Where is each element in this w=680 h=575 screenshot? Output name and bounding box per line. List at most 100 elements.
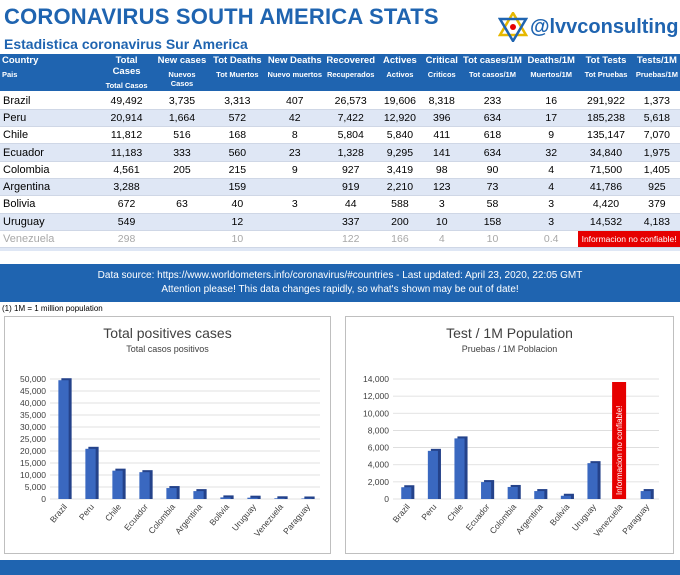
table-cell: 44 [324, 195, 378, 214]
chart-plot: 0 2,000 4,000 6,000 8,000 10,000 12,000 14,000 B… [363, 374, 659, 539]
source-banner: Data source: https://www.worldometers.in… [0, 264, 680, 302]
y-tick-label: 6,000 [368, 443, 390, 453]
column-header-sublabel: Pruebas/1M [635, 70, 678, 79]
unreliable-label: Informacion no confiable! [615, 406, 624, 495]
table-cell: 32 [524, 143, 579, 162]
column-header-label: Tests/1M [636, 55, 677, 66]
table-cell: 71,500 [578, 161, 634, 179]
table-cell: 572 [209, 109, 266, 128]
table-cell: 672 [98, 195, 155, 214]
source-line: Data source: https://www.worldometers.in… [97, 270, 583, 281]
table-cell: 516 [154, 126, 210, 145]
table-cell: 588 [377, 195, 423, 214]
table-cell: 298 [98, 230, 155, 249]
table-cell: 12 [209, 213, 266, 231]
y-tick-label: 35,000 [20, 410, 46, 420]
column-header-label: Critical [425, 55, 458, 66]
x-tick-label: Argentina [514, 502, 545, 537]
table-cell: 8 [265, 126, 325, 145]
bar [401, 487, 412, 499]
country-cell: Colombia [0, 161, 99, 179]
table-cell: 379 [633, 195, 680, 214]
x-tick-label: Peru [419, 502, 438, 522]
table-cell: 233 [460, 92, 525, 110]
table-cell: 1,664 [154, 109, 210, 128]
column-header: Critical Criticos [422, 54, 461, 93]
y-tick-label: 5,000 [25, 482, 47, 492]
table-cell: 11,183 [98, 143, 155, 162]
bar [166, 488, 177, 499]
x-tick-label: Brazil [48, 502, 69, 525]
table-cell: 5,804 [324, 126, 378, 145]
bar-side [250, 495, 261, 499]
country-cell: Bolivia [0, 195, 99, 214]
x-tick-label: Chile [445, 502, 465, 523]
table-cell: 73 [460, 178, 525, 197]
column-header-label: New Deaths [267, 55, 322, 66]
table-row: Bolivia 672 63 40 3 44 588 3 58 3 4,420 379 [0, 195, 680, 214]
table-cell: 1,975 [633, 143, 680, 162]
bar [534, 491, 545, 499]
table-cell: 42 [265, 109, 325, 128]
country-cell: Ecuador [0, 143, 99, 162]
bar [587, 463, 598, 499]
bar [247, 497, 258, 499]
table-cell: 17 [524, 109, 579, 128]
bar [112, 470, 123, 499]
table-cell: 9 [524, 126, 579, 145]
table-cell: 16 [524, 92, 579, 110]
table-cell: 1,328 [324, 143, 378, 162]
y-tick-label: 0 [41, 494, 46, 504]
table-cell: 122 [324, 230, 378, 249]
table-cell: 7,422 [324, 109, 378, 128]
table-cell: 4,561 [98, 161, 155, 179]
table-cell: 168 [209, 126, 266, 145]
table-cell: 10 [422, 213, 461, 231]
table-cell: 618 [460, 126, 525, 145]
star-of-david-icon [498, 12, 528, 42]
table-cell: 34,840 [578, 143, 634, 162]
table-cell: 333 [154, 143, 210, 162]
table-cell: 927 [324, 161, 378, 179]
table-cell: 123 [422, 178, 461, 197]
table-cell: 925 [633, 178, 680, 197]
table-header-row: Country Pais Total Cases Total Casos New cas… [0, 54, 680, 93]
table-cell: 560 [209, 143, 266, 162]
table-cell: 185,238 [578, 109, 634, 128]
x-tick-label: Paraguay [620, 501, 652, 536]
chart-title: Test / 1M Population [446, 325, 573, 341]
table-cell: 0.4 [524, 230, 579, 249]
column-header: New cases Nuevos Casos [154, 54, 210, 93]
chart-plot: 0 5,000 10,000 15,000 20,000 25,000 30,000 35,0… [20, 374, 320, 539]
table-cell: 200 [377, 213, 423, 231]
column-header-label: Total Cases [112, 55, 141, 77]
table-cell: 4,420 [578, 195, 634, 214]
x-tick-label: Venezuela [252, 502, 285, 539]
bar [301, 498, 312, 499]
table-cell [154, 178, 210, 197]
chart-title: Total positives cases [103, 325, 232, 341]
y-tick-label: 45,000 [20, 386, 46, 396]
column-header-sublabel: Muertos/1M [530, 70, 573, 79]
column-header: Actives Activos [377, 54, 423, 93]
table-cell: 40 [209, 195, 266, 214]
column-header-label: Tot Deaths [213, 55, 262, 66]
table-cell: 20,914 [98, 109, 155, 128]
country-cell: Peru [0, 109, 99, 128]
table-body: Brazil 49,492 3,735 3,313 407 26,573 19,606 8,3… [0, 92, 680, 266]
table-cell: 12,920 [377, 109, 423, 128]
table-cell: 337 [324, 213, 378, 231]
table-cell: 5,840 [377, 126, 423, 145]
table-row: Brazil 49,492 3,735 3,313 407 26,573 19,606 8,3… [0, 92, 680, 110]
table-cell: 549 [98, 213, 155, 231]
table-cell: 9,295 [377, 143, 423, 162]
column-header: Recovered Recuperados [324, 54, 378, 93]
spacer [0, 251, 680, 264]
column-header-sublabel: Pais [2, 70, 18, 79]
column-header: Tot cases/1M Tot casos/1M [460, 54, 525, 93]
table-cell: 58 [460, 195, 525, 214]
table-cell: 9 [265, 161, 325, 179]
x-tick-label: Paraguay [281, 501, 313, 536]
table-cell: 23 [265, 143, 325, 162]
table-cell [265, 178, 325, 197]
